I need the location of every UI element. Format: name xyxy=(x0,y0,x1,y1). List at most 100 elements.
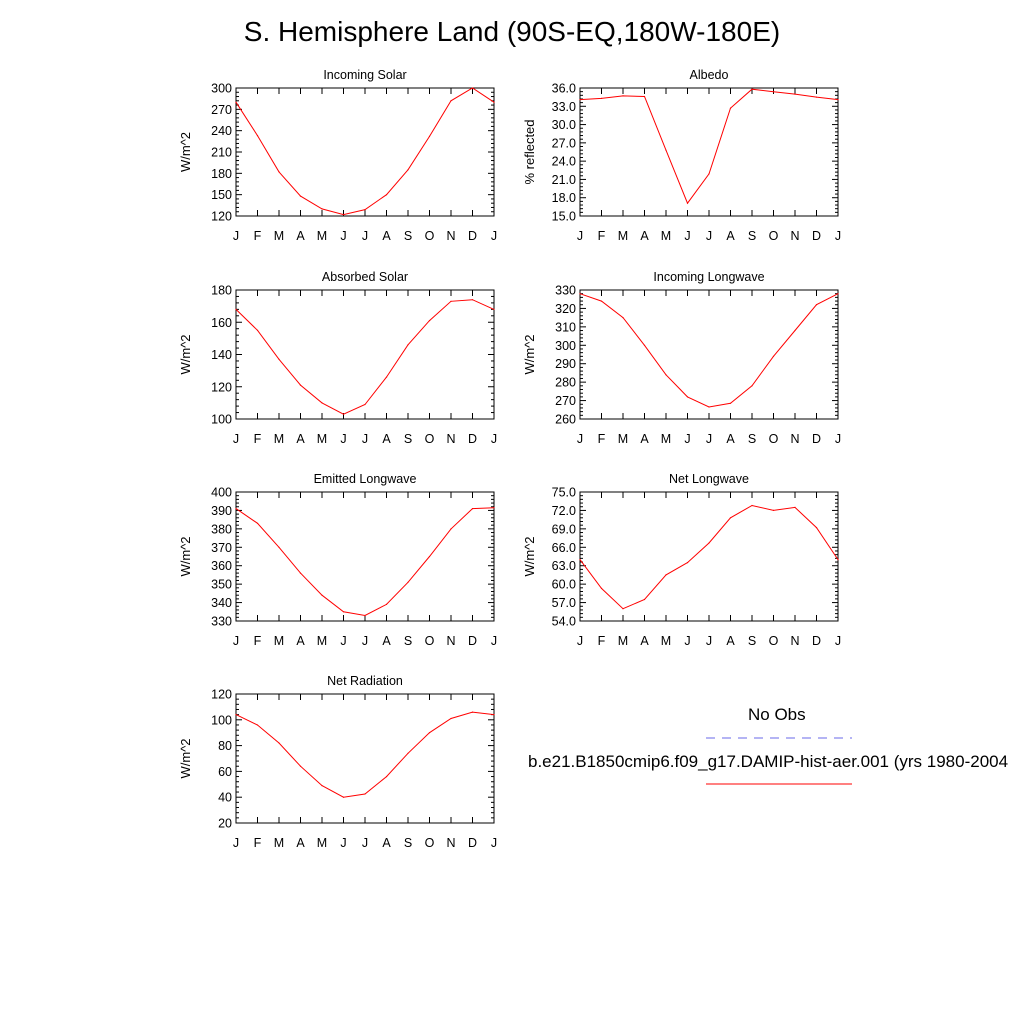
y-tick-label: 120 xyxy=(211,210,232,224)
x-tick-label: J xyxy=(362,634,368,648)
data-point xyxy=(772,355,775,357)
y-axis-label: W/m^2 xyxy=(522,536,537,576)
data-point xyxy=(471,711,474,713)
data-point xyxy=(278,742,280,744)
panel-title: Net Radiation xyxy=(327,674,403,688)
y-tick-label: 15.0 xyxy=(552,210,576,224)
chart-panel-2: Albedo % reflected 15.0 18.0 21.0 24.0 27.0 30.… xyxy=(522,68,841,243)
x-tick-label: A xyxy=(296,229,305,243)
data-point xyxy=(686,396,689,398)
x-tick-label: M xyxy=(274,836,284,850)
data-point xyxy=(256,135,259,137)
data-point xyxy=(794,329,796,332)
x-tick-label: M xyxy=(661,634,671,648)
panel-title: Absorbed Solar xyxy=(322,270,408,284)
x-tick-label: S xyxy=(404,836,412,850)
legend-obs-label: No Obs xyxy=(748,705,806,724)
data-point xyxy=(364,209,366,211)
x-tick-label: J xyxy=(835,229,841,243)
x-tick-label: M xyxy=(317,634,327,648)
data-point xyxy=(600,587,603,590)
x-tick-label: O xyxy=(425,634,435,648)
x-tick-label: J xyxy=(684,634,690,648)
data-point xyxy=(299,384,302,386)
data-point xyxy=(407,752,409,754)
data-point xyxy=(450,528,452,530)
data-point xyxy=(471,299,474,301)
data-point xyxy=(708,406,710,408)
x-tick-label: S xyxy=(748,432,756,446)
panel-title: Incoming Longwave xyxy=(653,270,764,284)
data-point xyxy=(407,344,409,346)
data-point xyxy=(428,732,431,734)
x-tick-label: M xyxy=(661,229,671,243)
data-point xyxy=(751,88,753,90)
data-point xyxy=(772,91,775,93)
y-tick-label: 310 xyxy=(555,320,576,334)
data-point xyxy=(600,300,603,302)
x-tick-label: J xyxy=(491,836,497,850)
x-tick-label: S xyxy=(404,229,412,243)
x-tick-label: O xyxy=(769,432,779,446)
y-tick-label: 260 xyxy=(555,413,576,427)
x-tick-label: J xyxy=(577,634,583,648)
x-tick-label: J xyxy=(362,432,368,446)
x-tick-label: J xyxy=(577,229,583,243)
data-point xyxy=(665,149,667,151)
data-point xyxy=(493,308,495,310)
plot-frame xyxy=(235,693,495,824)
plot-frame xyxy=(235,289,495,420)
plot-frame xyxy=(579,87,839,217)
data-point xyxy=(450,717,452,720)
y-tick-label: 320 xyxy=(555,302,576,316)
x-tick-label: M xyxy=(317,836,327,850)
data-point xyxy=(729,107,732,109)
panel-title: Incoming Solar xyxy=(323,68,406,82)
x-tick-label: A xyxy=(640,634,649,648)
y-tick-label: 270 xyxy=(211,103,232,117)
x-tick-label: A xyxy=(382,634,391,648)
y-tick-label: 40 xyxy=(218,791,232,805)
data-point xyxy=(450,300,452,302)
x-tick-label: J xyxy=(491,432,497,446)
series-line-model xyxy=(579,88,839,205)
x-tick-label: J xyxy=(340,432,346,446)
data-point xyxy=(665,574,667,576)
data-point xyxy=(471,87,474,89)
y-tick-label: 180 xyxy=(211,167,232,181)
data-point xyxy=(837,293,839,295)
y-tick-label: 30.0 xyxy=(552,118,576,132)
series-line-model xyxy=(579,504,839,610)
x-tick-label: A xyxy=(726,229,735,243)
data-point xyxy=(342,796,345,798)
data-point xyxy=(235,308,237,310)
chart-panel-6: Net Longwave W/m^2 54.0 57.0 60.0 63.0 66.0 69.… xyxy=(522,472,841,648)
x-tick-label: M xyxy=(618,432,628,446)
x-tick-label: J xyxy=(340,836,346,850)
x-tick-label: S xyxy=(748,229,756,243)
data-point xyxy=(837,559,839,561)
x-tick-label: F xyxy=(254,634,262,648)
x-tick-label: J xyxy=(491,229,497,243)
y-tick-label: 75.0 xyxy=(552,486,576,500)
data-point xyxy=(815,96,818,98)
x-tick-label: M xyxy=(274,634,284,648)
data-point xyxy=(579,559,581,561)
data-point xyxy=(385,376,388,378)
data-point xyxy=(729,517,732,519)
y-tick-label: 18.0 xyxy=(552,191,576,205)
x-tick-label: J xyxy=(233,634,239,648)
data-point xyxy=(235,714,237,716)
y-tick-label: 160 xyxy=(211,316,232,330)
series-line-model xyxy=(235,507,495,617)
y-tick-label: 290 xyxy=(555,357,576,371)
y-tick-label: 60 xyxy=(218,765,232,779)
data-point xyxy=(622,317,624,319)
data-point xyxy=(278,358,280,360)
data-point xyxy=(815,304,818,306)
panel-title: Net Longwave xyxy=(669,472,749,486)
y-tick-label: 330 xyxy=(211,615,232,629)
data-point xyxy=(643,95,646,98)
